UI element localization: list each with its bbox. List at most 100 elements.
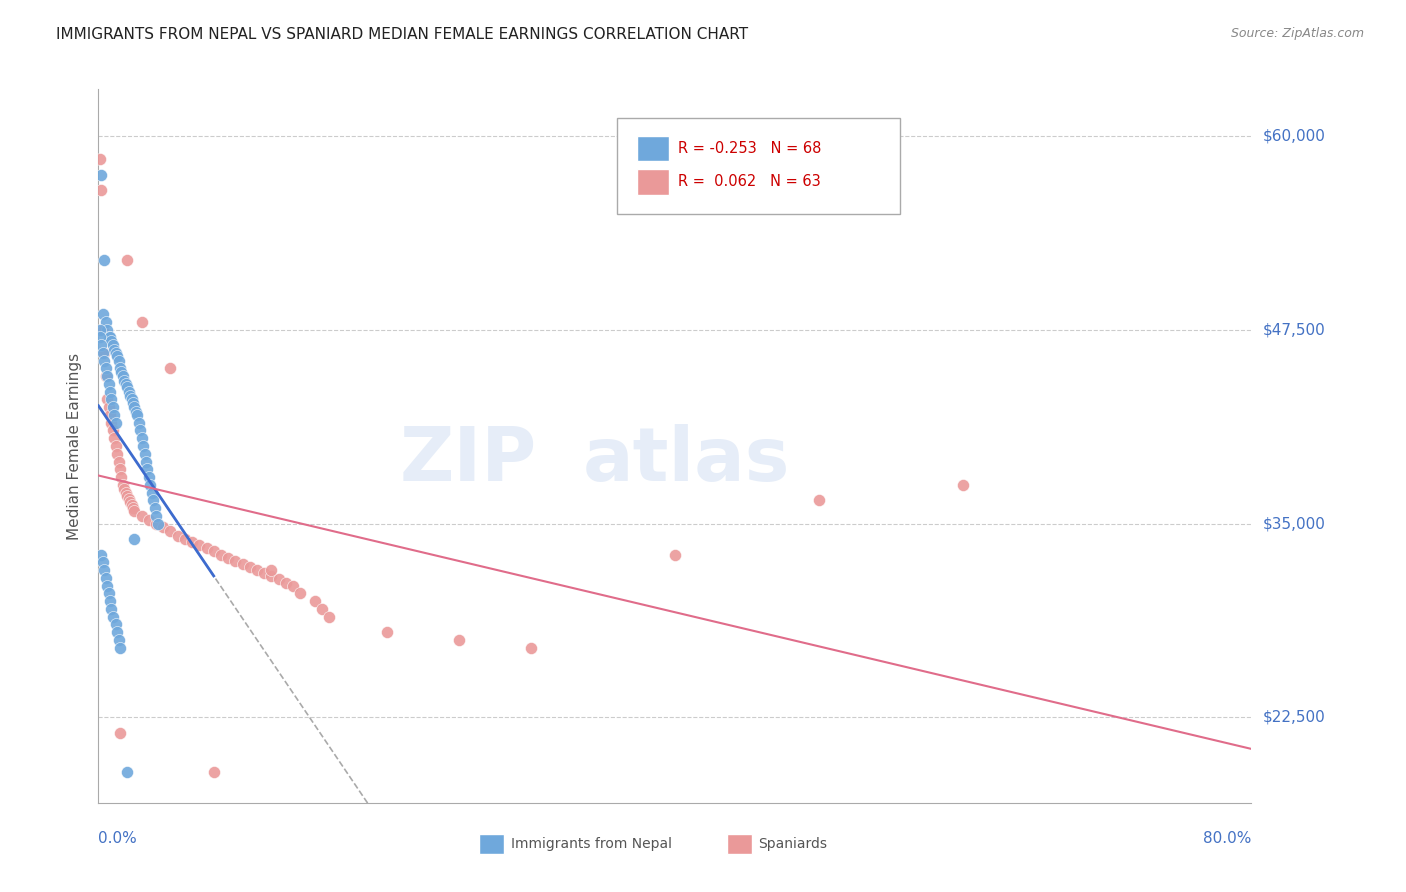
Point xyxy=(94,571,117,585)
Point xyxy=(664,548,686,562)
Point xyxy=(91,307,114,321)
Point xyxy=(166,529,188,543)
Point xyxy=(101,609,124,624)
Point xyxy=(274,575,297,590)
Text: R = -0.253   N = 68: R = -0.253 N = 68 xyxy=(678,141,821,156)
Point xyxy=(318,609,340,624)
Point xyxy=(103,431,125,445)
Text: R =  0.062   N = 63: R = 0.062 N = 63 xyxy=(678,175,821,189)
Point xyxy=(188,538,211,552)
Point xyxy=(143,501,166,516)
Point xyxy=(138,513,160,527)
Point xyxy=(117,489,138,503)
Point xyxy=(104,416,127,430)
Point xyxy=(93,252,115,267)
Point xyxy=(131,315,153,329)
Point xyxy=(807,493,830,508)
Point xyxy=(98,408,121,422)
Point xyxy=(93,563,115,577)
Point xyxy=(112,483,135,497)
Point xyxy=(124,504,146,518)
FancyBboxPatch shape xyxy=(617,118,900,214)
Text: ZIP: ZIP xyxy=(399,424,537,497)
Text: $47,500: $47,500 xyxy=(1263,322,1326,337)
Point xyxy=(89,152,111,166)
Point xyxy=(108,361,131,376)
Point xyxy=(98,330,121,344)
Point xyxy=(135,454,157,468)
Text: IMMIGRANTS FROM NEPAL VS SPANIARD MEDIAN FEMALE EARNINGS CORRELATION CHART: IMMIGRANTS FROM NEPAL VS SPANIARD MEDIAN… xyxy=(56,27,748,42)
Point xyxy=(93,346,115,360)
Point xyxy=(110,365,132,379)
Point xyxy=(89,323,111,337)
Point xyxy=(100,602,122,616)
Point xyxy=(159,361,181,376)
Point xyxy=(141,485,163,500)
Point xyxy=(117,764,138,779)
Point xyxy=(97,401,120,415)
Point xyxy=(139,477,162,491)
Bar xyxy=(637,136,669,161)
Point xyxy=(124,532,146,546)
Point xyxy=(145,516,167,531)
Point xyxy=(100,392,122,407)
Point xyxy=(94,361,117,376)
Point xyxy=(142,493,165,508)
Point xyxy=(103,343,125,357)
Point xyxy=(260,569,283,583)
Point xyxy=(131,431,153,445)
Point xyxy=(152,519,174,533)
Point xyxy=(93,353,115,368)
Point xyxy=(311,602,333,616)
Point xyxy=(114,376,136,391)
Point xyxy=(120,389,142,403)
Point xyxy=(209,548,232,562)
Point xyxy=(101,424,124,438)
Point xyxy=(90,183,112,197)
Point xyxy=(122,395,145,409)
Point xyxy=(120,495,142,509)
Point xyxy=(100,416,122,430)
Point xyxy=(202,544,225,558)
Point xyxy=(181,535,204,549)
Point xyxy=(108,462,131,476)
Point xyxy=(98,384,121,399)
Point xyxy=(117,252,138,267)
Point xyxy=(91,346,114,360)
Point xyxy=(103,408,125,422)
Point xyxy=(127,408,149,422)
Point xyxy=(101,338,124,352)
Text: 0.0%: 0.0% xyxy=(98,831,138,847)
Text: atlas: atlas xyxy=(582,424,790,497)
Point xyxy=(105,447,128,461)
Point xyxy=(96,369,118,384)
Point xyxy=(105,625,128,640)
Point xyxy=(159,524,181,539)
Point xyxy=(520,640,543,655)
Y-axis label: Median Female Earnings: Median Female Earnings xyxy=(67,352,83,540)
Point xyxy=(128,416,150,430)
Point xyxy=(122,501,145,516)
Point xyxy=(129,424,152,438)
Point xyxy=(118,384,141,399)
Point xyxy=(90,168,112,182)
Point xyxy=(97,586,120,600)
Point xyxy=(117,380,138,394)
Point xyxy=(105,349,128,363)
Point xyxy=(97,330,120,344)
Point xyxy=(145,508,167,523)
Text: Immigrants from Nepal: Immigrants from Nepal xyxy=(512,838,672,851)
Point xyxy=(104,617,127,632)
Point xyxy=(267,573,290,587)
Point xyxy=(260,563,283,577)
Point xyxy=(246,563,269,577)
Point xyxy=(108,640,131,655)
Point xyxy=(107,353,129,368)
Point xyxy=(98,594,121,608)
Text: Spaniards: Spaniards xyxy=(758,838,827,851)
Point xyxy=(97,376,120,391)
Point xyxy=(231,557,254,571)
Point xyxy=(195,541,218,556)
Point xyxy=(100,334,122,348)
Point xyxy=(94,369,117,384)
